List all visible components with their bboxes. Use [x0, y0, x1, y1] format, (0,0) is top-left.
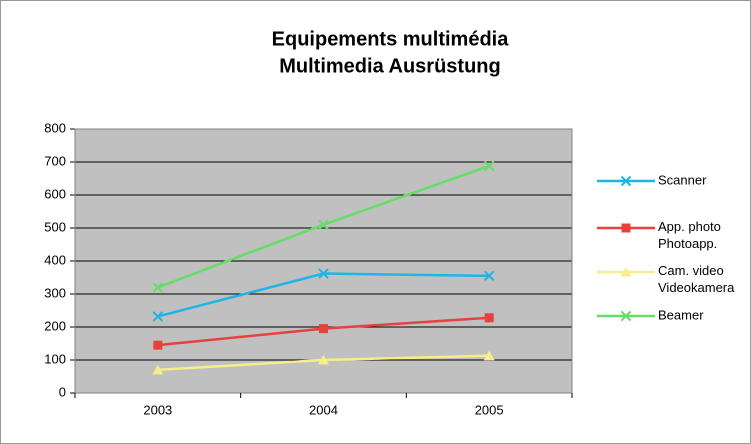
marker [152, 282, 164, 293]
marker [318, 355, 329, 365]
legend-marker [620, 267, 632, 277]
y-tick-label: 200 [44, 318, 66, 333]
marker [484, 313, 494, 323]
marker [318, 219, 329, 230]
chart-title: Multimedia Ausrüstung [279, 55, 500, 77]
legend-label: Beamer [658, 307, 704, 322]
marker [153, 340, 163, 350]
plot-border [74, 128, 573, 394]
x-tick-label: 2003 [143, 402, 172, 417]
legend-label: Cam. video Videokamera [658, 263, 735, 295]
marker [483, 160, 495, 172]
marker [152, 364, 164, 375]
legend-label: App. photo Photoapp. [658, 219, 721, 251]
y-tick-label: 800 [44, 120, 66, 135]
legend-marker [621, 223, 631, 233]
y-tick-label: 400 [44, 252, 66, 267]
legend-marker [620, 175, 632, 187]
y-tick-label: 500 [44, 219, 66, 234]
y-tick-label: 300 [44, 285, 66, 300]
marker [152, 311, 164, 322]
chart-title: Equipements multimédia [272, 28, 510, 50]
y-tick-label: 100 [44, 351, 66, 366]
marker [483, 270, 495, 282]
marker [318, 268, 329, 279]
x-tick-label: 2005 [475, 402, 504, 417]
x-tick-label: 2004 [309, 402, 338, 417]
y-tick-label: 600 [44, 186, 66, 201]
legend-label: Scanner [658, 172, 707, 187]
y-tick-label: 700 [44, 153, 66, 168]
marker [483, 350, 495, 361]
marker [319, 324, 328, 334]
y-tick-label: 0 [59, 384, 66, 399]
legend-marker [620, 310, 632, 322]
